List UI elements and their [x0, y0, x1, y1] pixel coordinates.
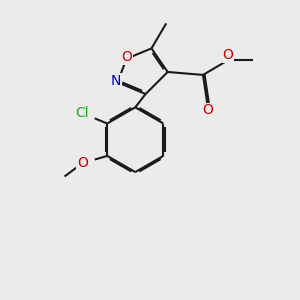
Text: Cl: Cl [75, 106, 89, 120]
Text: O: O [121, 50, 132, 64]
Text: O: O [202, 103, 213, 117]
Text: O: O [223, 48, 233, 62]
Text: N: N [111, 74, 121, 88]
Text: O: O [77, 156, 88, 170]
